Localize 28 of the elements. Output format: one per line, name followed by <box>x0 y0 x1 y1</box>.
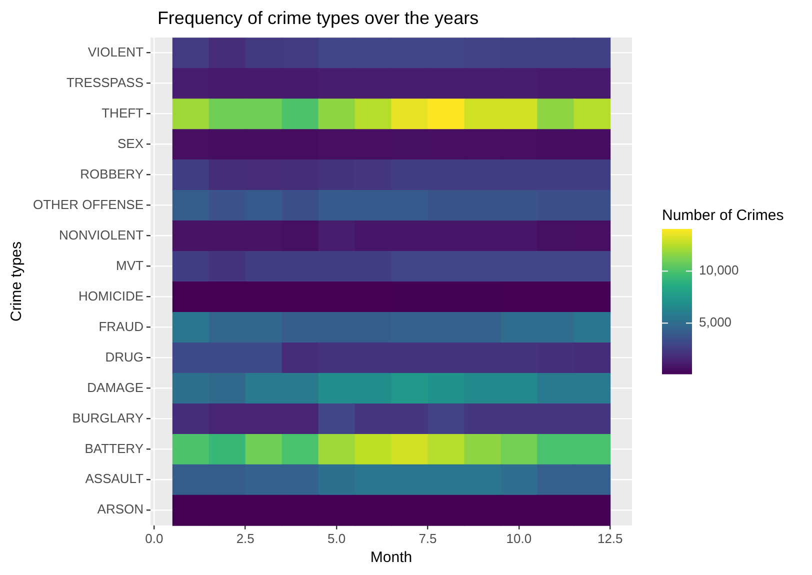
x-tick-label: 12.5 <box>597 530 623 546</box>
y-tick-label: VIOLENT <box>88 44 144 60</box>
color-bar-title: Number of Crimes <box>662 207 784 224</box>
y-tick-label: ROBBERY <box>80 166 144 182</box>
x-tick-label: 10.0 <box>506 530 532 546</box>
y-tick-label: MVT <box>116 258 144 273</box>
color-bar-label: 10,000 <box>699 262 739 278</box>
y-tick-label: FRAUD <box>98 318 144 334</box>
x-tick-label: 2.5 <box>236 530 254 546</box>
y-tick-label: BURGLARY <box>72 410 144 426</box>
x-tick-label: 5.0 <box>328 530 346 546</box>
y-tick-label: BATTERY <box>84 440 144 456</box>
y-tick-label: OTHER OFFENSE <box>32 196 144 212</box>
y-tick-label: THEFT <box>102 105 144 120</box>
y-tick-label: HOMICIDE <box>78 288 144 304</box>
y-tick-label: SEX <box>117 136 144 151</box>
y-tick-label: NONVIOLENT <box>58 227 144 242</box>
y-axis-title: Crime types <box>8 241 26 322</box>
y-tick-label: DAMAGE <box>87 380 144 395</box>
color-bar-label: 5,000 <box>699 314 732 330</box>
x-tick-label: 7.5 <box>418 530 437 546</box>
y-tick-label: ASSAULT <box>85 471 144 486</box>
y-tick-label: ARSON <box>97 502 144 517</box>
x-axis-title: Month <box>370 549 412 566</box>
chart-title: Frequency of crime types over the years <box>157 8 479 28</box>
y-tick-label: DRUG <box>105 349 144 364</box>
y-tick-label: TRESSPASS <box>66 74 144 90</box>
x-tick-label: 0.0 <box>145 530 164 546</box>
